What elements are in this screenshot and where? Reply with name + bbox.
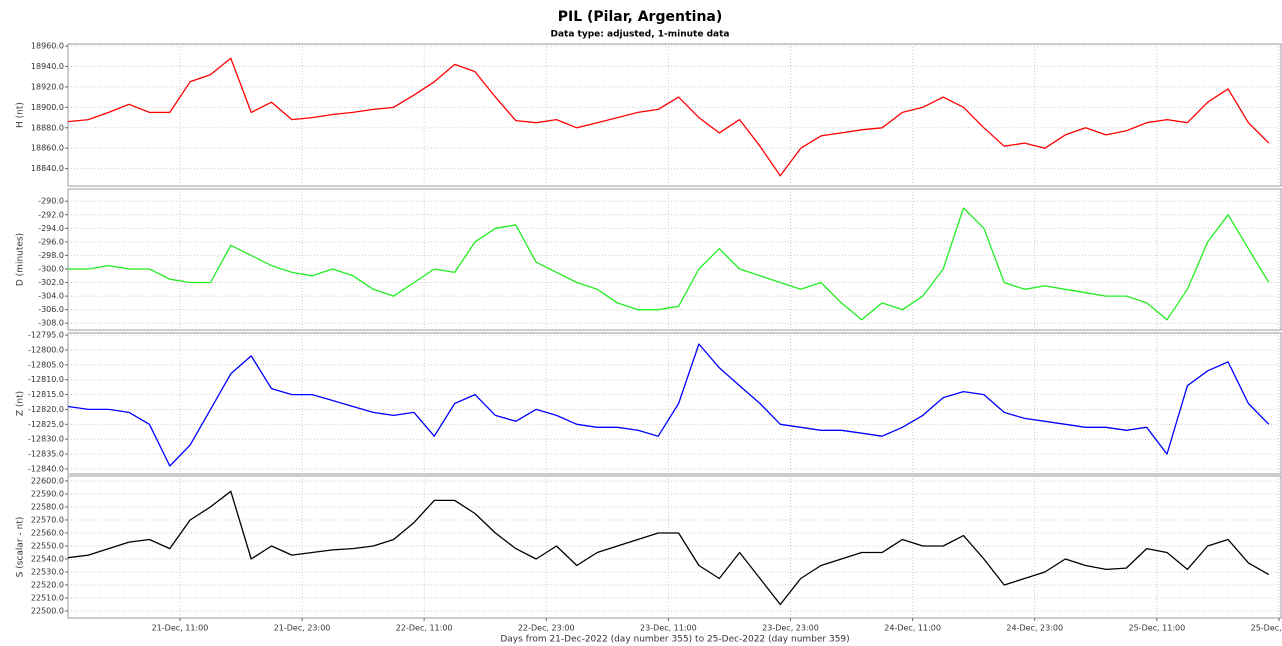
y-tick-label: 22580.0 <box>31 502 64 511</box>
plot-area <box>67 475 1282 619</box>
y-tick-label: 22560.0 <box>31 528 64 537</box>
y-tick-label: 22600.0 <box>31 476 64 485</box>
y-tick-label: -306.0 <box>38 305 64 314</box>
y-tick-label: 18860.0 <box>31 144 64 153</box>
y-tick-label: 18940.0 <box>31 62 64 71</box>
y-tick-label: 22530.0 <box>31 567 64 576</box>
data-line <box>68 207 1270 321</box>
data-line <box>67 490 1270 606</box>
y-tick-label: 18920.0 <box>31 82 64 91</box>
y-tick-label: -12795.0 <box>28 331 64 340</box>
y-tick-label: 22510.0 <box>31 593 64 602</box>
y-tick-label: 22550.0 <box>31 541 64 550</box>
y-tick-label: 18960.0 <box>31 42 64 51</box>
y-axis-label: H (nt) <box>16 102 26 128</box>
x-tick-label: 21-Dec, 23:00 <box>274 624 331 633</box>
y-tick-label: -12800.0 <box>28 345 64 354</box>
y-tick-label: 18840.0 <box>31 164 64 173</box>
y-tick-label: -296.0 <box>38 237 64 246</box>
y-tick-label: -302.0 <box>38 278 64 287</box>
y-tick-label: 22500.0 <box>31 606 64 615</box>
data-line <box>67 343 1270 467</box>
y-tick-label: -294.0 <box>38 224 64 233</box>
y-tick-label: -12835.0 <box>28 450 64 459</box>
y-axis-label: D (minutes) <box>16 233 26 286</box>
y-tick-label: -308.0 <box>38 319 64 328</box>
y-tick-label: 22590.0 <box>31 489 64 498</box>
plot-area <box>67 332 1282 475</box>
x-tick-label: 23-Dec, 23:00 <box>762 624 819 633</box>
y-tick-label: 18880.0 <box>31 123 64 132</box>
y-tick-label: -300.0 <box>38 264 64 273</box>
y-tick-label: -12815.0 <box>28 390 64 399</box>
plot-area <box>67 43 1282 187</box>
x-tick-label: 25-Dec, 23:00 <box>1251 624 1282 633</box>
x-tick-label: 23-Dec, 11:00 <box>640 624 697 633</box>
y-tick-label: 22540.0 <box>31 554 64 563</box>
y-tick-label: -298.0 <box>38 251 64 260</box>
x-tick-label: 25-Dec, 11:00 <box>1129 624 1186 633</box>
y-tick-label: -290.0 <box>38 197 64 206</box>
plot-area <box>67 188 1282 331</box>
x-tick-label: 22-Dec, 11:00 <box>396 624 453 633</box>
y-axis-label: Z (nt) <box>16 391 26 416</box>
x-tick-label: 24-Dec, 11:00 <box>884 624 941 633</box>
chart-title: PIL (Pilar, Argentina) <box>558 9 723 25</box>
data-line <box>67 57 1270 177</box>
y-tick-label: -12825.0 <box>28 420 64 429</box>
y-tick-label: 22570.0 <box>31 515 64 524</box>
chart-subtitle: Data type: adjusted, 1-minute data <box>551 30 730 40</box>
y-tick-label: 18900.0 <box>31 103 64 112</box>
x-tick-label: 22-Dec, 23:00 <box>518 624 575 633</box>
y-tick-label: -12810.0 <box>28 375 64 384</box>
y-tick-label: -12805.0 <box>28 360 64 369</box>
x-axis-label: Days from 21-Dec-2022 (day number 355) t… <box>500 635 849 645</box>
x-tick-label: 24-Dec, 23:00 <box>1006 624 1063 633</box>
y-tick-label: -304.0 <box>38 292 64 301</box>
y-tick-label: -12830.0 <box>28 435 64 444</box>
y-axis-label: S (scalar - nt) <box>16 517 26 578</box>
y-tick-label: 22520.0 <box>31 580 64 589</box>
x-tick-label: 21-Dec, 11:00 <box>152 624 209 633</box>
y-tick-label: -12840.0 <box>28 464 64 473</box>
y-tick-label: -292.0 <box>38 210 64 219</box>
y-tick-label: -12820.0 <box>28 405 64 414</box>
